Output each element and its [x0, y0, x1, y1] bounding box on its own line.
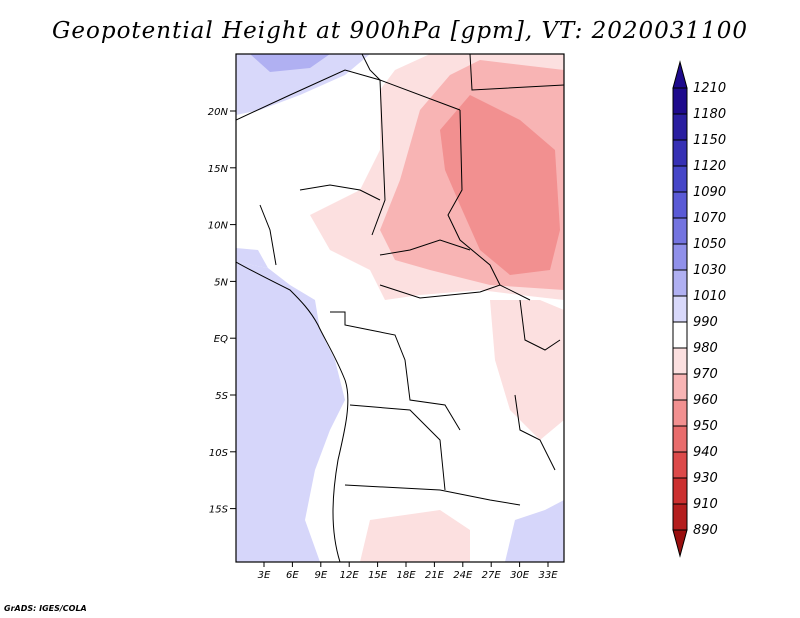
lon-tick-label: 33E — [538, 570, 558, 581]
colorbar-swatch — [672, 191, 688, 219]
colorbar-label: 980 — [693, 341, 718, 356]
colorbar-label: 940 — [693, 445, 718, 460]
lat-tick-label: EQ — [214, 334, 228, 345]
ocean-field-east — [236, 262, 345, 562]
colorbar-swatch — [672, 165, 688, 193]
lat-tick-label: 10S — [209, 448, 229, 459]
lat-tick-label: 20N — [208, 107, 229, 118]
map-title: Geopotential Height at 900hPa [gpm], VT:… — [52, 18, 748, 44]
colorbar-label: 890 — [693, 523, 718, 538]
colorbar-swatch — [672, 321, 688, 349]
ocean-field-west — [236, 248, 268, 268]
footer-credit: GrADS: IGES/COLA — [4, 604, 87, 613]
colorbar-label: 950 — [693, 419, 718, 434]
colorbar-label: 1180 — [693, 107, 726, 122]
high-field-north-core — [250, 54, 330, 72]
colorbar-swatch — [672, 295, 688, 323]
colorbar-swatch — [672, 425, 688, 453]
colorbar-swatch — [672, 477, 688, 505]
low-field-east — [490, 300, 564, 440]
colorbar-label: 910 — [693, 497, 718, 512]
lat-tick-label: 15S — [209, 505, 229, 516]
colorbar-swatch — [672, 243, 688, 271]
lon-tick-label: 15E — [368, 570, 388, 581]
colorbar: 1210 1180 1150 1120 1090 1070 1050 1030 1010 990 9… — [672, 60, 726, 558]
latitude-axis: 20N 15N 10N 5N EQ 5S 10S 15S — [208, 107, 236, 516]
lat-tick-label: 5S — [215, 391, 228, 402]
colorbar-label: 960 — [693, 393, 718, 408]
map-frame — [235, 53, 565, 563]
colorbar-swatch — [672, 373, 688, 401]
colorbar-label: 990 — [693, 315, 718, 330]
colorbar-label: 1120 — [693, 159, 726, 174]
lon-tick-label: 6E — [286, 570, 299, 581]
lat-tick-label: 5N — [214, 277, 228, 288]
colorbar-label: 1010 — [693, 289, 726, 304]
colorbar-bottom-arrow — [672, 529, 688, 558]
lon-tick-label: 3E — [258, 570, 271, 581]
lat-tick-label: 15N — [208, 164, 229, 175]
colorbar-swatch — [672, 269, 688, 297]
colorbar-swatch — [672, 139, 688, 167]
longitude-axis: 3E 6E 9E 12E 15E 18E 21E 24E 27E 30E 33E — [258, 562, 558, 581]
colorbar-label: 970 — [693, 367, 718, 382]
colorbar-label: 1050 — [693, 237, 726, 252]
colorbar-label: 1090 — [693, 185, 726, 200]
colorbar-swatch — [672, 399, 688, 427]
colorbar-top-arrow — [672, 60, 688, 89]
colorbar-label: 1210 — [693, 81, 726, 96]
low-field-core — [440, 95, 560, 275]
colorbar-swatch — [672, 87, 688, 115]
lon-tick-label: 24E — [453, 570, 473, 581]
colorbar-swatch — [672, 113, 688, 141]
colorbar-swatch — [672, 347, 688, 375]
colorbar-label: 1070 — [693, 211, 726, 226]
colorbar-label: 1150 — [693, 133, 726, 148]
country-borders — [236, 54, 564, 562]
lon-tick-label: 9E — [314, 570, 327, 581]
lon-tick-label: 18E — [396, 570, 416, 581]
colorbar-label: 1030 — [693, 263, 726, 278]
lon-tick-label: 30E — [510, 570, 530, 581]
lake-field-se — [505, 500, 564, 562]
lon-tick-label: 21E — [425, 570, 445, 581]
colorbar-swatch — [672, 217, 688, 245]
colorbar-swatch — [672, 451, 688, 479]
lat-tick-label: 10N — [208, 221, 229, 232]
lon-tick-label: 27E — [482, 570, 502, 581]
colorbar-swatch — [672, 503, 688, 531]
map-plot-area — [236, 54, 564, 562]
colorbar-label: 930 — [693, 471, 718, 486]
low-field-south — [360, 510, 470, 562]
lon-tick-label: 12E — [340, 570, 360, 581]
